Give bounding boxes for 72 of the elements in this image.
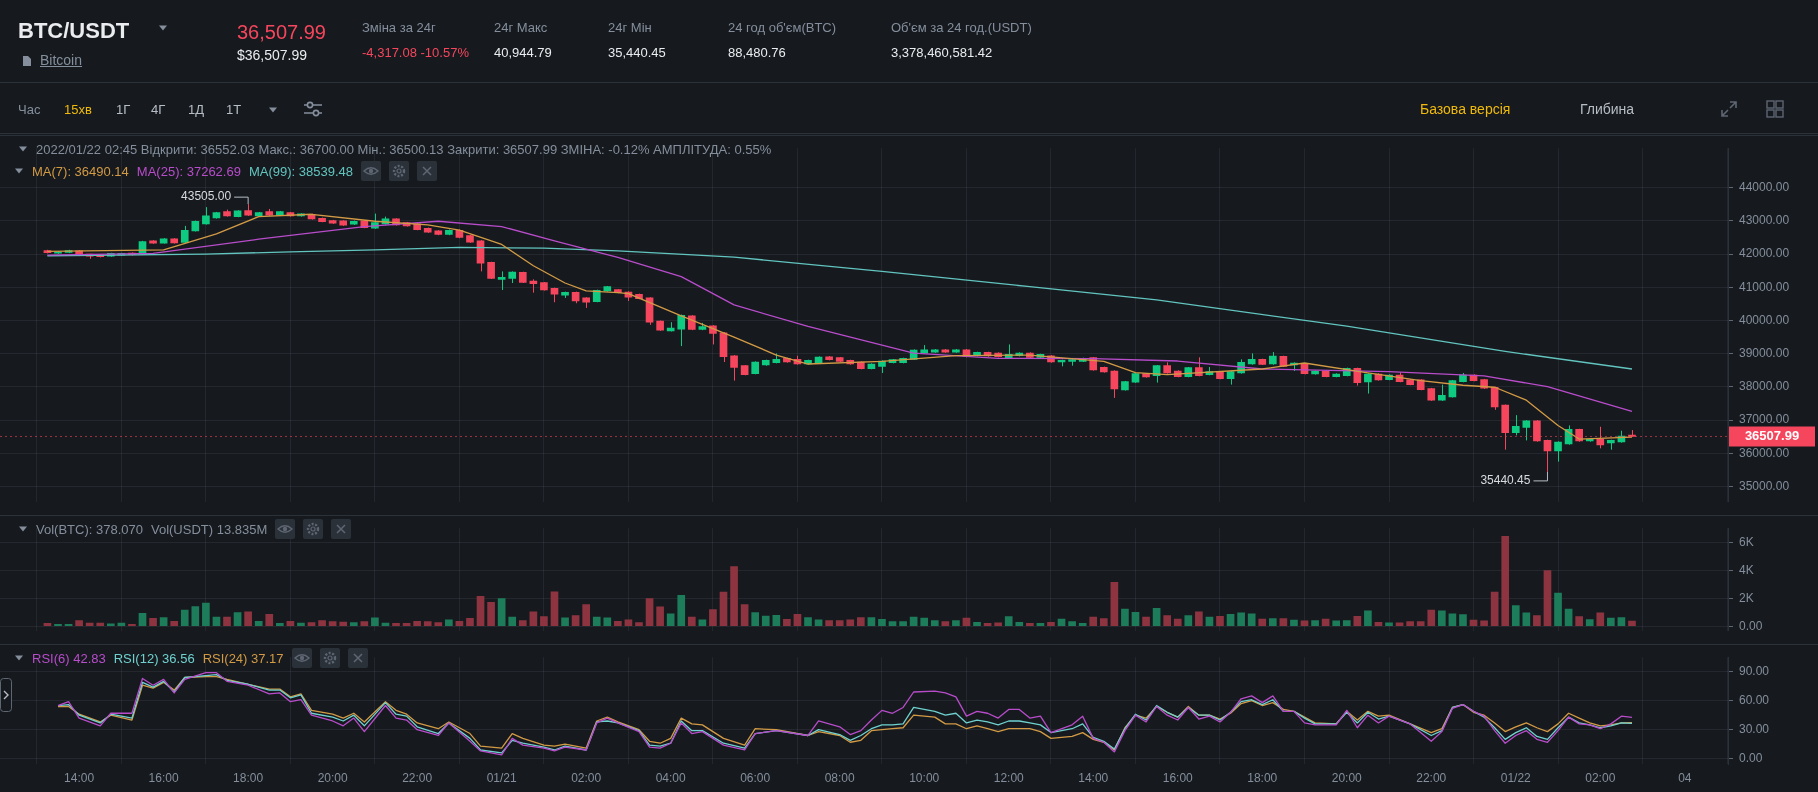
y-tick-label: 30.00: [1739, 722, 1770, 736]
y-tick-label: 40000.00: [1739, 312, 1790, 327]
x-tick-label: 02:00: [571, 770, 602, 785]
x-tick-label: 20:00: [1331, 770, 1363, 785]
y-tick-label: 2K: [1739, 590, 1754, 605]
annotation: Vol(USDT) 13.835M: [150, 521, 268, 537]
x-tick-label: 20:00: [317, 770, 348, 785]
text: Базова версія: [1420, 101, 1511, 118]
y-tick-label: 90.00: [1739, 664, 1770, 679]
annotation: 35440.45: [1480, 473, 1531, 488]
text: 15хв: [64, 102, 92, 118]
x-tick-label: 01/22: [1500, 770, 1532, 785]
x-tick-label: 18:00: [233, 770, 264, 785]
x-tick-label: 22:00: [1416, 770, 1447, 785]
y-tick-label: 4K: [1739, 563, 1754, 577]
x-tick-label: 01/21: [486, 770, 517, 785]
x-tick-label: 06:00: [740, 770, 771, 785]
text: 4Г: [151, 102, 166, 118]
y-tick-label: 6K: [1739, 535, 1754, 550]
x-tick-label: 04: [1678, 770, 1692, 785]
text: 24 год об'єм(BTC): [728, 20, 837, 36]
text: MA(99): 38539.48: [248, 163, 353, 179]
text: 1Т: [226, 102, 242, 118]
x-tick-label: 22:00: [402, 770, 433, 785]
x-tick-label: 14:00: [64, 770, 95, 785]
y-tick-label: 36000.00: [1739, 445, 1790, 460]
text: 40,944.79: [494, 45, 552, 61]
x-tick-label: 16:00: [148, 770, 179, 785]
text: Глибина: [1580, 101, 1635, 118]
annotation: 2022/01/22 02:45 Відкрити: 36552.03 Макс.: 36700.00 Мін.: 36500.13 Закрити: 36507.99 ЗМІНА: -0.12% АМПЛІТУДА: 0.55%: [36, 141, 772, 157]
text: $36,507.99: [237, 47, 308, 64]
y-tick-label: 37000.00: [1739, 412, 1790, 427]
x-tick-label: 18:00: [1247, 770, 1278, 785]
text: Об'єм за 24 год.(USDT): [891, 20, 1032, 36]
text: 88,480.76: [728, 45, 786, 61]
text: MA(25): 37262.69: [136, 163, 241, 179]
x-tick-label: 16:00: [1162, 770, 1194, 785]
y-tick-label: 0.00: [1739, 618, 1763, 633]
y-tick-label: 60.00: [1739, 693, 1770, 708]
x-tick-label: 12:00: [993, 770, 1025, 785]
text: 1Г: [116, 102, 131, 118]
series-label: RSI(24) 37.17: [202, 650, 284, 666]
text: 1Д: [188, 102, 205, 118]
x-tick-label: 08:00: [824, 770, 856, 785]
text: 3,378,460,581.42: [891, 45, 993, 61]
series-label: RSI(12) 36.56: [113, 650, 195, 666]
text: -4,317.08 -10.57%: [362, 45, 469, 61]
text: 24г Макс: [494, 20, 548, 36]
text: Час: [18, 102, 41, 118]
x-tick-label: 04:00: [655, 770, 687, 785]
text: MA(7): 36490.14: [32, 163, 129, 179]
y-tick-label: 44000.00: [1739, 180, 1790, 195]
y-tick-label: 43000.00: [1739, 213, 1790, 228]
text: Зміна за 24г: [362, 20, 436, 36]
y-tick-label: 35000.00: [1739, 478, 1790, 493]
x-tick-label: 14:00: [1078, 770, 1109, 785]
x-tick-label: 02:00: [1585, 770, 1616, 785]
annotation: 43505.00: [181, 189, 232, 204]
x-tick-label: 10:00: [909, 770, 940, 785]
y-tick-label: 41000.00: [1739, 279, 1790, 294]
text: RSI(6) 42.83: [32, 650, 106, 666]
y-tick-label: 39000.00: [1739, 346, 1790, 361]
text: BTC/USDT: [18, 18, 130, 45]
text: Bitcoin: [40, 52, 83, 69]
ref-line-label: 36507.99: [1744, 428, 1800, 444]
text: 35,440.45: [608, 45, 666, 61]
text: 24г Мін: [608, 20, 652, 36]
y-tick-label: 38000.00: [1739, 379, 1790, 394]
text: 36,507.99: [237, 20, 326, 44]
y-tick-label: 0.00: [1739, 751, 1763, 765]
annotation: Vol(BTC): 378.070: [36, 521, 143, 537]
y-tick-label: 42000.00: [1739, 246, 1790, 261]
